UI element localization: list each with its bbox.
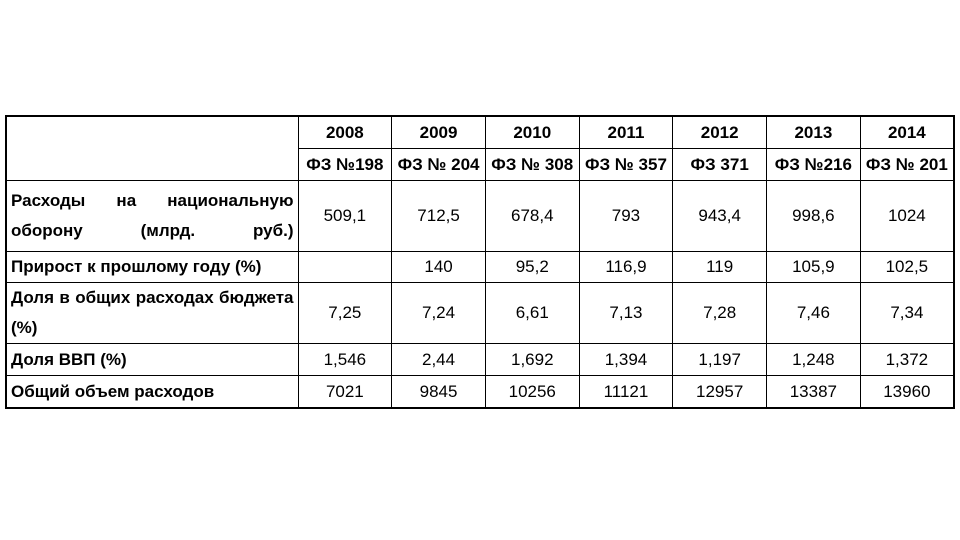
value-cell: 102,5 — [859, 251, 955, 283]
value-cell: 1024 — [859, 180, 955, 252]
value-cell: 1,692 — [484, 343, 580, 376]
value-cell: 7,24 — [391, 282, 486, 344]
value-cell: 7021 — [297, 375, 393, 409]
value-cell: 7,13 — [578, 282, 674, 344]
row-label: Расходы на национальную оборону (млрд. р… — [5, 180, 299, 252]
data-row: Расходы на национальную оборону (млрд. р… — [5, 180, 955, 252]
value-cell: 1,248 — [766, 343, 861, 376]
value-cell: 712,5 — [391, 180, 486, 252]
law-header: ФЗ №198 — [297, 148, 393, 181]
value-cell: 116,9 — [578, 251, 674, 283]
row-label: Доля в общих расходах бюджета (%) — [5, 282, 299, 344]
law-header: ФЗ № 308 — [484, 148, 580, 181]
law-header: ФЗ 371 — [672, 148, 768, 181]
value-cell: 793 — [578, 180, 674, 252]
header-row: ФЗ №198 ФЗ № 204 ФЗ № 308 ФЗ № 357 ФЗ 371 ФЗ … — [6, 148, 955, 181]
value-cell: 2,44 — [391, 343, 486, 376]
year-header: 2013 — [766, 115, 861, 149]
value-cell: 9845 — [391, 375, 486, 409]
value-cell: 105,9 — [766, 251, 861, 283]
value-cell: 11121 — [578, 375, 674, 409]
data-row: Общий объем расходов 7021 9845 10256 11121 12… — [5, 375, 955, 409]
data-row: Доля в общих расходах бюджета (%) 7,25 7,2… — [5, 282, 955, 344]
value-cell: 7,34 — [859, 282, 955, 344]
value-cell: 7,46 — [766, 282, 861, 344]
value-cell: 10256 — [484, 375, 580, 409]
value-cell: 12957 — [672, 375, 768, 409]
value-cell: 7,28 — [672, 282, 768, 344]
law-header: ФЗ № 201 — [859, 148, 955, 181]
budget-table: 2008 2009 2010 2011 2012 2013 2014 ФЗ №198 ФЗ № … — [5, 115, 955, 409]
law-header: ФЗ №216 — [766, 148, 861, 181]
corner-cell — [5, 115, 299, 181]
year-header: 2008 — [297, 115, 393, 149]
value-cell: 1,197 — [672, 343, 768, 376]
value-cell: 1,546 — [297, 343, 393, 376]
data-row: Прирост к прошлому году (%) 140 95,2 116,9 1… — [5, 251, 955, 283]
law-header: ФЗ № 204 — [391, 148, 486, 181]
year-header: 2011 — [578, 115, 674, 149]
value-cell: 998,6 — [766, 180, 861, 252]
year-header: 2012 — [672, 115, 768, 149]
data-row: Доля ВВП (%) 1,546 2,44 1,692 1,394 1,197 1,24… — [5, 343, 955, 376]
value-cell: 13387 — [766, 375, 861, 409]
row-label: Доля ВВП (%) — [5, 343, 299, 376]
value-cell: 13960 — [859, 375, 955, 409]
row-label: Общий объем расходов — [5, 375, 299, 409]
row-label: Прирост к прошлому году (%) — [5, 251, 299, 283]
value-cell: 119 — [672, 251, 768, 283]
year-header: 2014 — [859, 115, 955, 149]
value-cell: 1,372 — [859, 343, 955, 376]
value-cell: 95,2 — [484, 251, 580, 283]
value-cell: 7,25 — [297, 282, 393, 344]
value-cell: 678,4 — [484, 180, 580, 252]
value-cell: 140 — [391, 251, 486, 283]
header-row: 2008 2009 2010 2011 2012 2013 2014 — [5, 115, 955, 181]
value-cell: 943,4 — [672, 180, 768, 252]
year-header: 2010 — [484, 115, 580, 149]
value-cell: 509,1 — [297, 180, 393, 252]
value-cell: 1,394 — [578, 343, 674, 376]
empty-cell — [297, 251, 393, 283]
year-header: 2009 — [391, 115, 486, 149]
law-header: ФЗ № 357 — [578, 148, 674, 181]
value-cell: 6,61 — [484, 282, 580, 344]
